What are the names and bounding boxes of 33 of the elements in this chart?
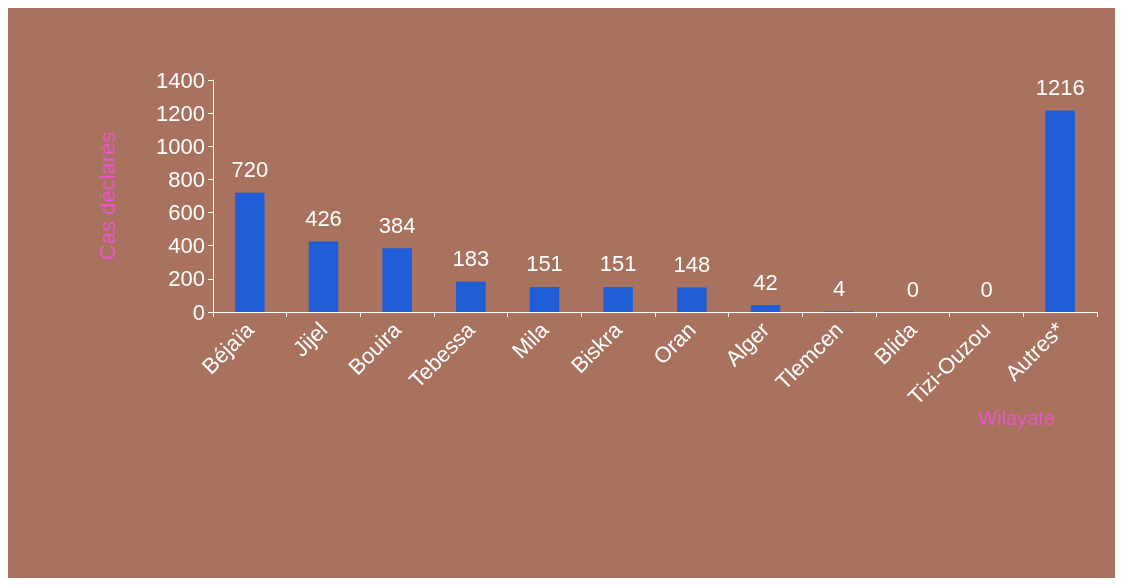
data-label: 0 xyxy=(980,276,993,302)
y-tick-label: 800 xyxy=(168,166,205,192)
x-tick-label: Mila xyxy=(507,316,554,364)
y-tick-label: 1200 xyxy=(156,100,205,126)
bar xyxy=(235,192,265,312)
bar xyxy=(382,248,412,312)
x-tick-label: Jijel xyxy=(287,317,333,362)
bar xyxy=(603,286,633,312)
bar xyxy=(456,281,486,312)
data-label: 151 xyxy=(526,251,563,277)
data-label: 0 xyxy=(906,276,919,302)
bar xyxy=(529,286,560,312)
x-axis-title: Wilayate xyxy=(978,407,1056,429)
y-tick-label: 1400 xyxy=(156,67,205,93)
data-label: 1216 xyxy=(1035,74,1085,100)
bar xyxy=(1045,110,1075,312)
data-label: 148 xyxy=(673,251,711,277)
y-tick-label: 200 xyxy=(168,266,205,292)
y-axis-title: Cas déclarés xyxy=(94,131,120,261)
data-label: 183 xyxy=(452,246,490,272)
data-label: 384 xyxy=(378,212,416,238)
y-tick-label: 1000 xyxy=(156,133,205,159)
bar xyxy=(677,287,707,312)
bar xyxy=(750,305,781,312)
y-tick-label: 600 xyxy=(168,200,205,226)
data-label: 4 xyxy=(833,275,846,301)
data-label: 720 xyxy=(231,157,269,183)
data-label: 151 xyxy=(599,251,637,277)
y-tick-label: 400 xyxy=(168,233,205,259)
y-tick-label: 0 xyxy=(192,299,205,325)
bar xyxy=(308,241,339,312)
data-label: 42 xyxy=(753,269,778,295)
data-label: 426 xyxy=(305,205,342,231)
